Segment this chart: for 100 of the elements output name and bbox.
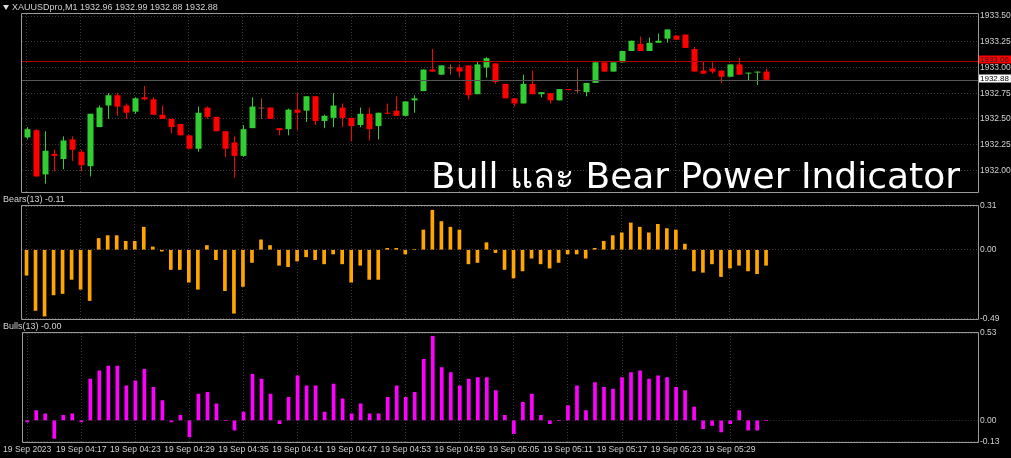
bar <box>755 249 759 275</box>
bar <box>575 385 579 421</box>
x-tick-label: 19 Sep 04:59 <box>434 444 486 455</box>
bar <box>485 377 489 421</box>
bar <box>132 240 137 250</box>
candlestick <box>105 92 112 120</box>
bar <box>619 232 624 250</box>
bar <box>503 415 507 421</box>
chart-title: XAUUSDpro,M1 1932.96 1932.99 1932.88 1932.88 <box>12 2 218 12</box>
bar <box>755 420 760 431</box>
bar <box>322 249 326 265</box>
bar <box>457 385 462 421</box>
candlestick <box>231 135 238 178</box>
candlestick <box>60 135 67 170</box>
candlestick <box>447 63 454 76</box>
bar <box>34 410 39 421</box>
bar <box>475 377 480 421</box>
ref-line-label: 1933.06 <box>980 54 1010 64</box>
bar <box>394 385 399 421</box>
bar <box>304 249 308 258</box>
candlestick <box>42 130 49 185</box>
bar <box>638 370 642 421</box>
candlestick <box>222 130 229 158</box>
x-tick-label: 19 Sep 04:29 <box>164 444 215 455</box>
bar <box>313 249 317 260</box>
bar <box>367 413 372 421</box>
bar <box>611 388 615 421</box>
candlestick <box>294 92 301 131</box>
bar <box>647 378 651 421</box>
candlestick <box>411 94 418 114</box>
bar <box>646 232 651 250</box>
x-tick-label: 19 Sep 04:23 <box>110 444 161 455</box>
bar <box>610 235 615 250</box>
bar <box>430 335 435 421</box>
bar <box>403 249 408 255</box>
bar <box>494 390 498 421</box>
y-tick-label: 1933.00 <box>980 61 1011 72</box>
candlestick <box>393 95 400 117</box>
bar <box>376 249 381 280</box>
bar <box>764 249 768 266</box>
bar <box>223 249 227 292</box>
x-tick-label: 19 Sep 04:53 <box>380 444 432 455</box>
bar <box>656 224 660 250</box>
candlestick <box>51 149 58 172</box>
bar <box>665 377 669 421</box>
candlestick <box>375 112 382 140</box>
bar <box>196 249 200 290</box>
x-tick-label: 19 Sep 04:41 <box>272 444 324 455</box>
bar <box>232 249 236 314</box>
bar <box>566 405 570 421</box>
bar <box>412 392 417 421</box>
bar <box>114 235 119 250</box>
bar <box>719 420 723 433</box>
bar <box>674 229 678 250</box>
bar <box>521 401 525 421</box>
x-tick-label: 19 Sep 05:05 <box>488 444 540 455</box>
bar <box>259 239 263 250</box>
candlestick <box>303 95 310 123</box>
bar <box>710 249 714 265</box>
bar <box>52 420 57 439</box>
bar <box>448 372 453 421</box>
bar <box>637 226 642 250</box>
bar <box>168 249 173 270</box>
y-tick-label: 0.00 <box>980 414 997 425</box>
annotation: Bull และ Bear Power Indicator <box>431 154 960 198</box>
bar <box>719 249 723 277</box>
y-tick-label: 0.53 <box>980 327 997 338</box>
bar <box>61 415 66 421</box>
bar <box>466 378 471 421</box>
bar <box>141 226 146 250</box>
x-tick-label: 19 Sep 05:29 <box>704 444 756 455</box>
bar <box>674 387 678 421</box>
bar <box>665 228 669 250</box>
y-tick-label: 0.00 <box>980 244 997 255</box>
bar <box>70 413 75 421</box>
bar <box>340 249 344 265</box>
bar <box>746 249 750 272</box>
bar <box>277 249 281 266</box>
candlestick <box>691 46 698 73</box>
candlestick <box>592 61 599 84</box>
candlestick <box>339 102 346 128</box>
bar <box>484 242 489 250</box>
candlestick <box>114 92 121 117</box>
y-tick-label: 1933.25 <box>980 36 1011 47</box>
candlestick <box>330 92 337 128</box>
bar <box>602 387 606 421</box>
y-tick-label: -0.13 <box>980 436 1000 447</box>
y-tick-label: 0.31 <box>980 200 997 211</box>
candlestick <box>357 107 364 128</box>
y-tick-label: 1932.00 <box>980 164 1011 175</box>
bar <box>512 420 516 434</box>
bar <box>403 396 408 421</box>
y-tick-label: 1932.50 <box>980 113 1011 124</box>
bar <box>97 370 102 421</box>
bar <box>358 249 363 266</box>
bar <box>683 390 687 421</box>
bar <box>728 420 732 424</box>
bar <box>178 249 182 270</box>
candlestick <box>249 96 256 129</box>
bar <box>593 382 597 421</box>
